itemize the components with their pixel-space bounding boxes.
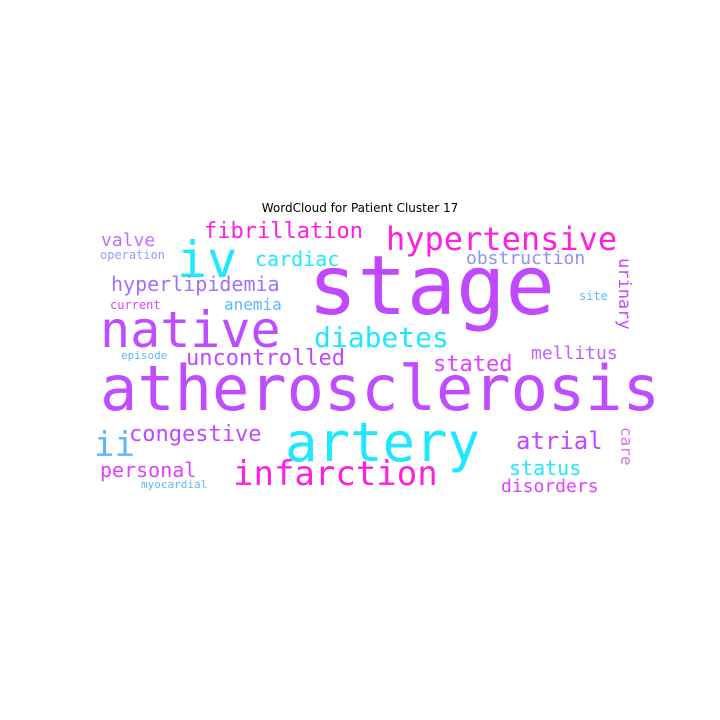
word-stage: stage [308,239,555,334]
chart-title: WordCloud for Patient Cluster 17 [261,201,459,215]
word-site: site [579,289,608,303]
word-stated: stated [433,352,513,377]
word-episode: episode [121,349,168,362]
word-current: current [110,298,161,312]
word-uncontrolled: uncontrolled [186,346,345,371]
word-cloud: stage atherosclerosis native artery iv h… [94,218,660,500]
word-hyperlipidemia: hyperlipidemia [111,272,280,296]
word-infarction: infarction [233,454,438,494]
word-disorders: disorders [501,476,599,497]
word-status: status [509,456,582,480]
word-iv: iv [177,231,238,289]
word-anemia: anemia [224,295,282,314]
word-personal: personal [100,458,197,482]
word-congestive: congestive [129,422,262,447]
word-hypertensive: hypertensive [386,220,618,258]
word-care: care [617,427,636,466]
word-obstruction: obstruction [466,248,586,269]
word-mellitus: mellitus [531,343,618,364]
word-operation: operation [100,248,166,262]
word-ii: ii [94,425,135,465]
word-native: native [100,301,281,359]
word-myocardial: myocardial [141,478,208,491]
word-artery: artery [285,411,481,474]
word-cardiac: cardiac [255,247,340,271]
word-diabetes: diabetes [314,321,449,354]
word-atrial: atrial [516,427,603,455]
word-urinary: urinary [614,258,634,330]
word-atherosclerosis: atherosclerosis [100,352,660,425]
word-valve: valve [101,230,156,251]
word-fibrillation: fibrillation [204,219,363,244]
